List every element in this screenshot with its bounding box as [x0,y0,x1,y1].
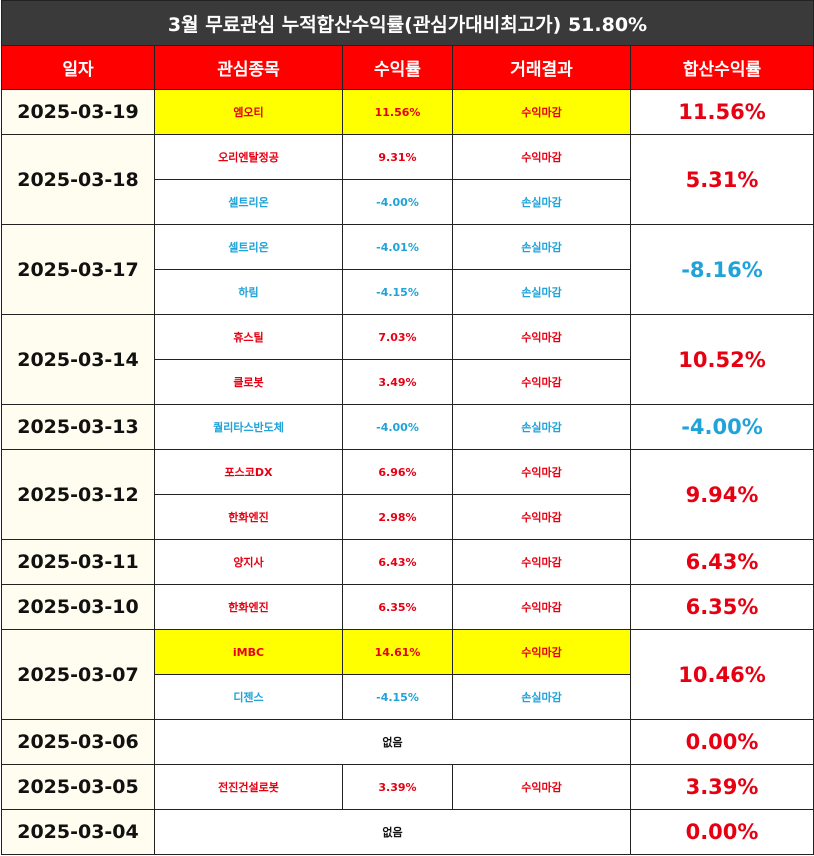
table-row: 2025-03-13 퀄리타스반도체 -4.00% 손실마감 -4.00% [1,404,814,450]
return-cell: 11.56% [342,89,453,135]
no-trade-cell: 없음 [154,809,631,855]
date-cell: 2025-03-19 [1,89,155,135]
stock-cell: 엠오티 [154,89,343,135]
table-row: 2025-03-18 오리엔탈정공 9.31% 수익마감 5.31% [1,134,814,225]
total-return-cell: 10.52% [629,314,814,405]
total-return-cell: -8.16% [629,224,814,315]
result-cell: 손실마감 [452,404,631,450]
date-cell: 2025-03-05 [1,764,155,810]
table-row: 디젠스 -4.15% 손실마감 [2,674,814,720]
header-result: 거래결과 [452,45,631,90]
stock-cell: 클로봇 [154,359,343,405]
table-row: 하림 -4.15% 손실마감 [2,269,814,315]
result-cell: 수익마감 [452,134,631,180]
total-return-cell: 9.94% [629,449,814,540]
table-row: 2025-03-14 휴스틸 7.03% 수익마감 10.52% [1,314,814,405]
return-cell: -4.00% [342,179,453,225]
total-return-cell: -4.00% [629,404,814,450]
total-return-cell: 0.00% [629,809,814,855]
header-return: 수익률 [342,45,453,90]
total-return-cell: 3.39% [629,764,814,810]
return-cell: -4.00% [342,404,453,450]
header-date: 일자 [1,45,155,90]
return-cell: 2.98% [342,494,453,540]
stock-cell: 디젠스 [154,674,343,720]
table-row: 2025-03-05 전진건설로봇 3.39% 수익마감 3.39% [1,764,814,810]
result-cell: 수익마감 [452,764,631,810]
stock-cell: 퀄리타스반도체 [154,404,343,450]
stock-cell: 오리엔탈정공 [154,134,343,180]
stock-cell: 포스코DX [154,449,343,495]
date-cell: 2025-03-13 [1,404,155,450]
table-title: 3월 무료관심 누적합산수익률(관심가대비최고가) 51.80% [0,0,814,46]
result-cell: 수익마감 [452,494,631,540]
stock-cell: 셀트리온 [154,224,343,270]
table-row: 한화엔진 2.98% 수익마감 [2,494,814,540]
date-cell: 2025-03-06 [1,719,155,765]
table-row: 2025-03-07 iMBC 14.61% 수익마감 10.46% [1,629,814,720]
total-return-cell: 11.56% [629,89,814,135]
table-row: 2025-03-12 포스코DX 6.96% 수익마감 9.94% [1,449,814,540]
header-stock: 관심종목 [154,45,343,90]
stock-cell: 셀트리온 [154,179,343,225]
return-cell: -4.15% [342,269,453,315]
result-cell: 수익마감 [452,359,631,405]
return-cell: 3.49% [342,359,453,405]
total-return-cell: 0.00% [629,719,814,765]
result-cell: 손실마감 [452,674,631,720]
date-cell: 2025-03-14 [1,314,155,405]
result-cell: 수익마감 [452,89,631,135]
no-trade-cell: 없음 [154,719,631,765]
date-cell: 2025-03-04 [1,809,155,855]
return-cell: 14.61% [342,629,453,675]
return-cell: 6.43% [342,539,453,585]
stock-cell: 전진건설로봇 [154,764,343,810]
return-cell: -4.01% [342,224,453,270]
table-row: 2025-03-19 엠오티 11.56% 수익마감 11.56% [1,89,814,135]
return-cell: 6.35% [342,584,453,630]
total-return-cell: 6.43% [629,539,814,585]
return-cell: 7.03% [342,314,453,360]
date-cell: 2025-03-10 [1,584,155,630]
return-cell: 6.96% [342,449,453,495]
table-row: 2025-03-11 양지사 6.43% 수익마감 6.43% [1,539,814,585]
return-cell: -4.15% [342,674,453,720]
result-cell: 수익마감 [452,314,631,360]
date-cell: 2025-03-18 [1,134,155,225]
date-cell: 2025-03-07 [1,629,155,720]
total-return-cell: 5.31% [629,134,814,225]
result-cell: 수익마감 [452,539,631,585]
result-cell: 손실마감 [452,269,631,315]
stock-cell: 하림 [154,269,343,315]
date-cell: 2025-03-12 [1,449,155,540]
table-row: 셀트리온 -4.00% 손실마감 [2,179,814,225]
stock-cell: iMBC [154,629,343,675]
stock-cell: 휴스틸 [154,314,343,360]
table-row: 2025-03-17 셀트리온 -4.01% 손실마감 -8.16% [1,224,814,315]
result-cell: 손실마감 [452,224,631,270]
return-cell: 9.31% [342,134,453,180]
stock-cell: 양지사 [154,539,343,585]
result-cell: 수익마감 [452,584,631,630]
header-total-return: 합산수익률 [629,45,814,90]
table-row: 클로봇 3.49% 수익마감 [2,359,814,405]
result-cell: 손실마감 [452,179,631,225]
table-row: 2025-03-06 없음 0.00% [1,719,814,765]
date-cell: 2025-03-17 [1,224,155,315]
total-return-cell: 10.46% [629,629,814,720]
date-cell: 2025-03-11 [1,539,155,585]
result-cell: 수익마감 [452,449,631,495]
stock-cell: 한화엔진 [154,494,343,540]
table-row: 2025-03-10 한화엔진 6.35% 수익마감 6.35% [1,584,814,630]
table-body: 2025-03-19 엠오티 11.56% 수익마감 11.56% 2025-03-18 오… [1,89,814,855]
stock-cell: 한화엔진 [154,584,343,630]
result-cell: 수익마감 [452,629,631,675]
table-row: 2025-03-04 없음 0.00% [1,809,814,855]
return-cell: 3.39% [342,764,453,810]
total-return-cell: 6.35% [629,584,814,630]
